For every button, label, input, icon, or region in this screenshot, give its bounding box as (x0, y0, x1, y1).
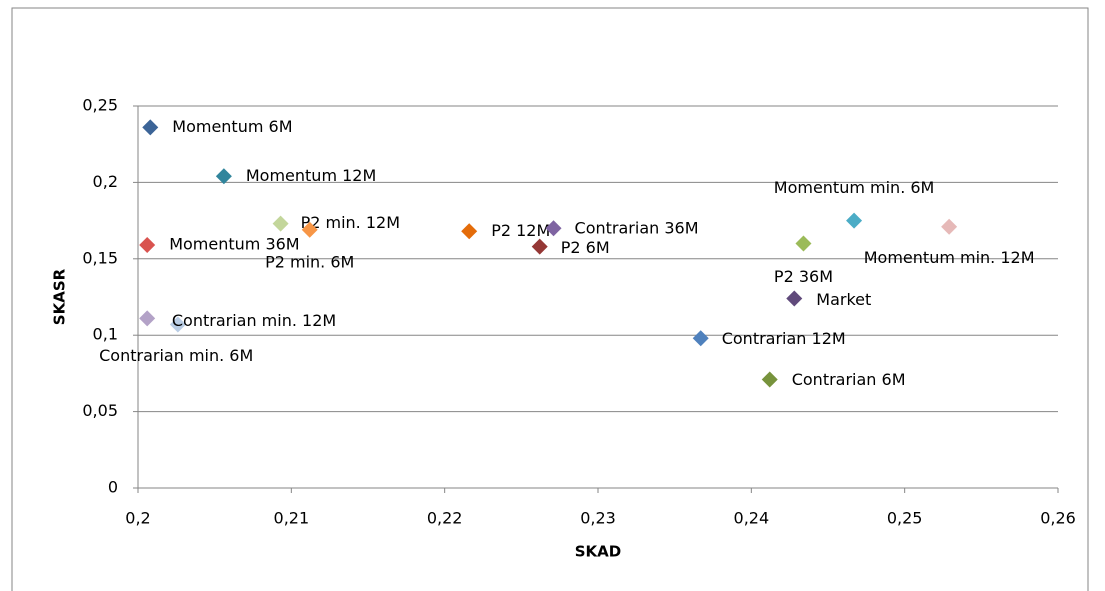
point-label: P2 6M (561, 238, 610, 257)
point-label: Contrarian 6M (792, 370, 906, 389)
point-label: Momentum 36M (169, 235, 299, 254)
point (545, 220, 562, 237)
point (786, 290, 803, 307)
point (142, 119, 159, 136)
point (941, 218, 958, 235)
point (846, 212, 863, 229)
y-tick-label: 0,05 (82, 401, 118, 420)
y-axis-title: SKASR (51, 268, 69, 325)
point (795, 235, 812, 252)
y-tick-label: 0,2 (93, 172, 118, 191)
point-label: P2 min. 6M (265, 252, 354, 271)
y-tick-label: 0,15 (82, 248, 118, 267)
point-label: Momentum 6M (172, 117, 292, 136)
point (692, 330, 709, 347)
point-label: Momentum min. 12M (864, 248, 1035, 267)
point-label: P2 min. 12M (301, 213, 400, 232)
x-tick-label: 0,22 (427, 509, 463, 528)
point-label: P2 12M (491, 221, 550, 240)
point-label: Contrarian 36M (575, 219, 699, 238)
x-tick-label: 0,2 (125, 509, 150, 528)
point (272, 215, 289, 232)
point (761, 371, 778, 388)
point (139, 310, 156, 327)
point (461, 223, 478, 240)
point-label: Contrarian min. 12M (172, 311, 336, 330)
point (531, 238, 548, 255)
x-axis-title: SKAD (575, 543, 622, 561)
point (215, 168, 232, 185)
y-tick-label: 0 (108, 478, 118, 497)
y-tick-label: 0,25 (82, 96, 118, 115)
chart-frame (11, 7, 1089, 591)
x-tick-label: 0,24 (734, 509, 770, 528)
point (139, 237, 156, 254)
x-tick-label: 0,23 (580, 509, 616, 528)
point (301, 221, 318, 238)
point-label: Momentum 12M (246, 166, 376, 185)
point-label: Contrarian min. 6M (99, 346, 253, 365)
point-label: Contrarian 12M (722, 329, 846, 348)
point-label: P2 36M (774, 267, 833, 286)
y-tick-label: 0,1 (93, 325, 118, 344)
x-tick-label: 0,25 (887, 509, 923, 528)
x-tick-label: 0,26 (1040, 509, 1076, 528)
x-tick-label: 0,21 (274, 509, 310, 528)
point-label: Momentum min. 6M (774, 178, 935, 197)
point-label: Market (816, 290, 871, 309)
point (169, 316, 186, 333)
